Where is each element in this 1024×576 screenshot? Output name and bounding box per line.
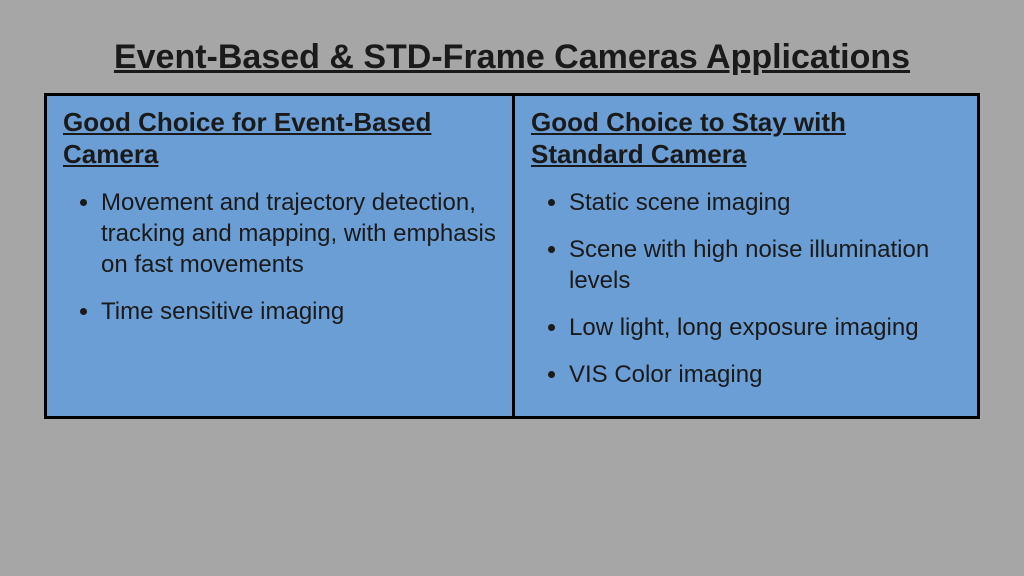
column-items-event-based: Movement and trajectory detection, track… <box>63 187 496 328</box>
comparison-table: Good Choice for Event-Based Camera Movem… <box>44 93 980 420</box>
list-item: Scene with high noise illumination level… <box>569 234 961 296</box>
list-item: VIS Color imaging <box>569 359 961 390</box>
list-item: Movement and trajectory detection, track… <box>101 187 496 281</box>
column-heading-standard: Good Choice to Stay with Standard Camera <box>531 106 961 171</box>
column-standard: Good Choice to Stay with Standard Camera… <box>512 96 977 417</box>
column-heading-event-based: Good Choice for Event-Based Camera <box>63 106 496 171</box>
list-item: Static scene imaging <box>569 187 961 218</box>
slide-title: Event-Based & STD-Frame Cameras Applicat… <box>44 36 980 79</box>
column-items-standard: Static scene imaging Scene with high noi… <box>531 187 961 391</box>
list-item: Time sensitive imaging <box>101 296 496 327</box>
slide: Event-Based & STD-Frame Cameras Applicat… <box>0 0 1024 576</box>
list-item: Low light, long exposure imaging <box>569 312 961 343</box>
column-event-based: Good Choice for Event-Based Camera Movem… <box>47 96 512 417</box>
